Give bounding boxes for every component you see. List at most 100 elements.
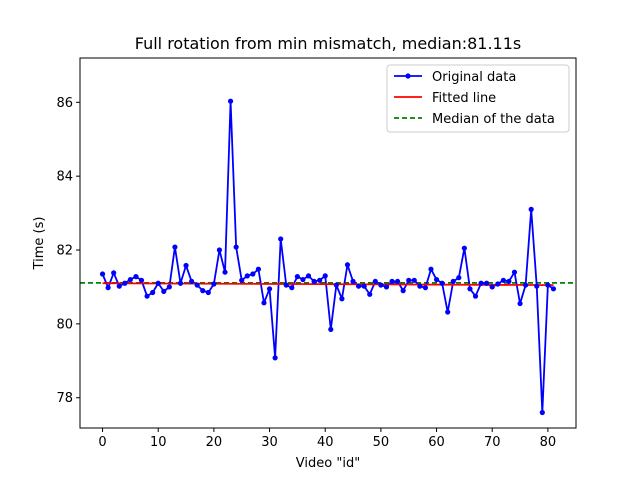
data-point (205, 289, 211, 296)
legend-box (386, 64, 570, 133)
fitted-line (102, 282, 554, 286)
data-point (456, 275, 462, 281)
data-point (227, 98, 234, 104)
x-tick-label: 30 (261, 435, 278, 450)
data-point (439, 280, 445, 286)
data-point (294, 274, 300, 280)
data-point (183, 262, 189, 269)
data-point (550, 286, 557, 292)
data-point (356, 283, 362, 289)
data-point (428, 266, 434, 272)
legend-label-fitted: Fitted line (432, 91, 496, 106)
x-tick-label: 40 (317, 435, 334, 450)
legend: Original data Fitted line Median of the … (386, 64, 570, 133)
data-point (150, 289, 156, 296)
data-point (322, 273, 328, 279)
data-point (116, 283, 122, 289)
data-point (433, 276, 440, 283)
data-point (266, 286, 273, 292)
data-point (506, 278, 512, 285)
data-point (467, 286, 473, 292)
data-point (495, 281, 501, 287)
data-point (389, 278, 395, 285)
y-tick-label: 86 (56, 96, 73, 111)
x-axis-label: Video "id" (296, 456, 360, 471)
data-point (194, 282, 200, 288)
data-point (511, 269, 518, 275)
y-axis-label: Time (s) (32, 217, 47, 271)
data-point (539, 409, 545, 416)
data-point (127, 276, 133, 283)
data-point (517, 300, 523, 307)
data-point (300, 276, 306, 283)
data-point (344, 262, 351, 268)
data-point (383, 284, 390, 290)
data-point (239, 277, 245, 283)
data-point (138, 277, 145, 283)
data-point (417, 283, 423, 289)
data-point (133, 274, 139, 280)
data-point (166, 284, 172, 290)
x-tick-label: 50 (373, 435, 390, 450)
data-point (372, 278, 378, 285)
original-data-line (101, 100, 554, 414)
y-tick-label: 82 (56, 244, 73, 259)
data-point (328, 326, 334, 333)
x-tick-label: 10 (150, 435, 167, 450)
y-tick-label: 84 (56, 170, 73, 185)
data-point (278, 236, 284, 242)
data-layer (99, 98, 557, 416)
data-point (528, 206, 534, 212)
data-point (177, 280, 184, 286)
data-point (411, 277, 417, 283)
data-point (394, 278, 401, 285)
data-point (367, 291, 373, 297)
ticks-layer: 0 10 20 30 40 50 60 70 80 78 80 82 84 86 (56, 96, 556, 450)
y-tick-label: 78 (56, 391, 73, 406)
data-point (378, 282, 384, 288)
data-point (406, 277, 412, 283)
data-point (317, 277, 323, 283)
data-point (339, 296, 345, 302)
data-point (172, 244, 178, 250)
x-tick-label: 0 (98, 435, 106, 450)
data-point (99, 271, 106, 277)
legend-marker-original (405, 73, 411, 79)
data-point (289, 285, 295, 291)
data-point (111, 270, 117, 276)
data-point (283, 282, 289, 288)
data-point (144, 293, 150, 299)
data-point (233, 244, 239, 250)
data-point (105, 285, 111, 291)
data-point (155, 280, 161, 286)
data-point (400, 288, 406, 294)
chart-title: Full rotation from min mismatch, median:… (135, 34, 522, 53)
data-point (189, 278, 195, 285)
data-point (250, 271, 256, 277)
data-point (200, 288, 206, 294)
x-tick-label: 80 (540, 435, 557, 450)
x-tick-label: 70 (484, 435, 501, 450)
data-point (222, 269, 228, 275)
x-tick-label: 20 (206, 435, 223, 450)
data-point (445, 309, 451, 315)
data-point (161, 288, 167, 294)
x-tick-label: 60 (428, 435, 445, 450)
data-point (472, 293, 479, 299)
data-point (478, 280, 484, 286)
data-point (211, 281, 217, 287)
data-point (333, 282, 339, 288)
y-tick-label: 80 (56, 317, 73, 332)
data-point (311, 278, 317, 285)
data-point (484, 280, 490, 286)
data-point (500, 277, 506, 283)
data-point (545, 282, 551, 288)
legend-label-median: Median of the data (432, 112, 555, 127)
data-point (489, 284, 495, 290)
data-point (244, 273, 250, 279)
legend-label-original: Original data (432, 70, 516, 85)
data-point (272, 355, 278, 361)
data-point (261, 300, 267, 306)
data-point (361, 283, 367, 289)
